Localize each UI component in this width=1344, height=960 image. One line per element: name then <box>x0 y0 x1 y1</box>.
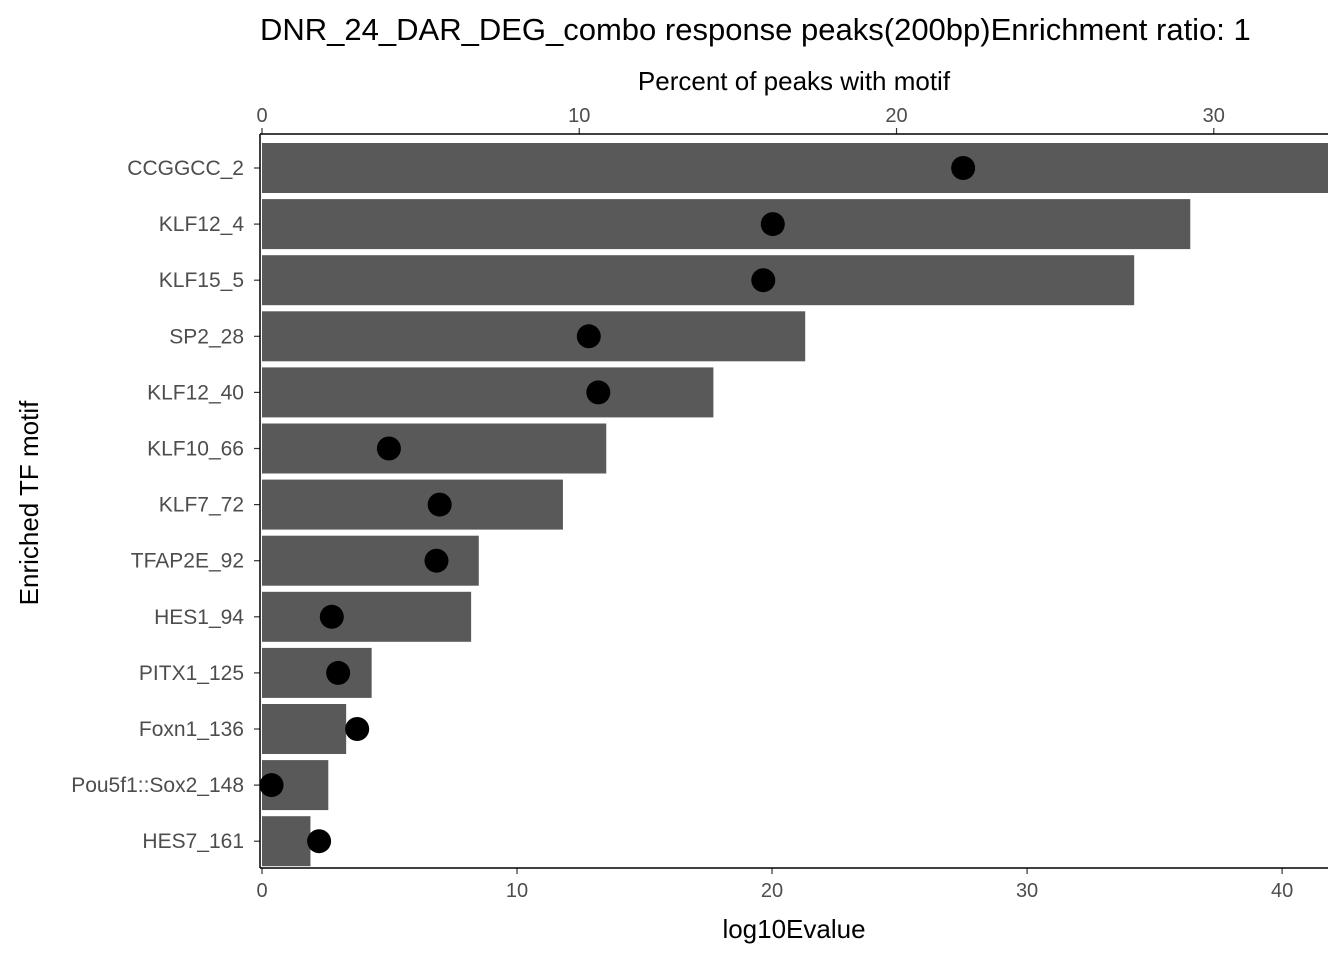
x2-tick-label: 20 <box>885 105 907 127</box>
y-tick-label: HES7_161 <box>142 830 244 853</box>
y-tick-label: KLF12_40 <box>147 381 244 404</box>
point <box>427 492 452 517</box>
y-axis-labels: CCGGCC_2 KLF12_4 KLF15_5 SP2_28 KLF12_40 KLF1… <box>71 157 260 853</box>
point <box>951 156 976 180</box>
y-tick-label: KLF12_4 <box>159 213 245 236</box>
point <box>760 212 785 237</box>
bar <box>262 255 1135 306</box>
point <box>259 773 284 798</box>
y-tick-label: CCGGCC_2 <box>127 157 244 180</box>
x2-axis: 0 10 20 30 <box>256 105 1225 134</box>
point <box>751 268 776 293</box>
y-axis-title: Enriched TF motif <box>14 400 44 605</box>
x-tick-label: 0 <box>256 880 267 902</box>
x2-axis-title: Percent of peaks with motif <box>638 66 951 96</box>
point <box>424 548 449 573</box>
x-tick-label: 40 <box>1271 880 1293 902</box>
x2-tick-label: 10 <box>568 105 590 127</box>
y-tick-label: KLF10_66 <box>147 438 244 461</box>
y-tick-label: HES1_94 <box>154 606 244 629</box>
point <box>326 660 351 685</box>
x-tick-label: 20 <box>761 880 783 902</box>
y-tick-label: Foxn1_136 <box>139 718 244 741</box>
bar <box>262 591 472 642</box>
bar <box>262 479 563 530</box>
y-tick-label: PITX1_125 <box>139 662 244 685</box>
bar <box>262 367 714 418</box>
bar <box>262 423 607 474</box>
points-layer <box>259 156 976 854</box>
bar <box>262 647 372 698</box>
y-tick-label: KLF15_5 <box>159 269 244 292</box>
bars-layer <box>262 143 1328 867</box>
bar <box>262 311 806 362</box>
x-tick-label: 30 <box>1016 880 1038 902</box>
bar <box>262 704 347 754</box>
bar <box>262 816 311 867</box>
y-tick-label: SP2_28 <box>169 325 244 348</box>
point <box>576 324 601 349</box>
bar <box>262 143 1328 193</box>
bar <box>262 199 1191 250</box>
x-axis-title: log10Evalue <box>722 914 865 944</box>
y-tick-label: Pou5f1::Sox2_148 <box>71 774 244 797</box>
x2-tick-label: 30 <box>1203 105 1225 127</box>
point <box>586 380 611 405</box>
y-tick-label: TFAP2E_92 <box>131 550 244 573</box>
x-axis: 0 10 20 30 40 <box>256 868 1293 902</box>
point <box>376 436 401 461</box>
point <box>307 829 332 854</box>
point <box>345 717 370 741</box>
y-tick-label: KLF7_72 <box>159 494 244 517</box>
chart-title: DNR_24_DAR_DEG_combo response peaks(200b… <box>260 12 1251 47</box>
x-tick-label: 10 <box>506 880 528 902</box>
x2-tick-label: 0 <box>256 105 267 127</box>
point <box>319 604 344 629</box>
